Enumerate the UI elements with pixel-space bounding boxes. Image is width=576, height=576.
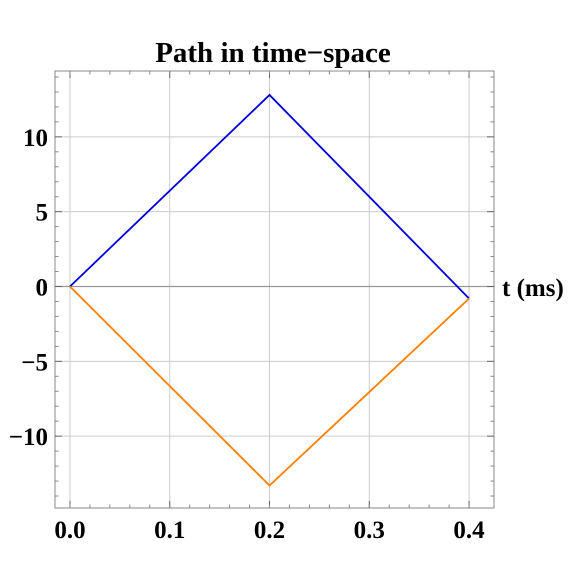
tick-marks [55,71,494,508]
y-tick-label: 5 [36,200,49,227]
series-line-2 [69,285,470,487]
grid-lines [55,71,494,508]
series-lines [69,93,470,487]
y-tick-label: −10 [9,424,48,451]
x-tick-label: 0.3 [354,517,385,544]
x-tick-label: 0.2 [254,517,285,544]
y-tick-label: 10 [23,125,48,152]
chart-title: Path in time−space [155,37,391,69]
y-tick-label: 0 [36,275,49,302]
x-tick-label: 0.0 [54,517,85,544]
x-tick-label: 0.1 [154,517,185,544]
tick-labels: 0.0 0.1 0.2 0.3 0.4 10 5 0 −5 −10 [9,125,485,544]
y-tick-label: −5 [21,349,48,376]
series-line-1 [69,93,470,300]
plot-frame [54,70,495,509]
x-axis-label: t (ms) [502,275,564,302]
x-tick-label: 0.4 [453,517,485,544]
